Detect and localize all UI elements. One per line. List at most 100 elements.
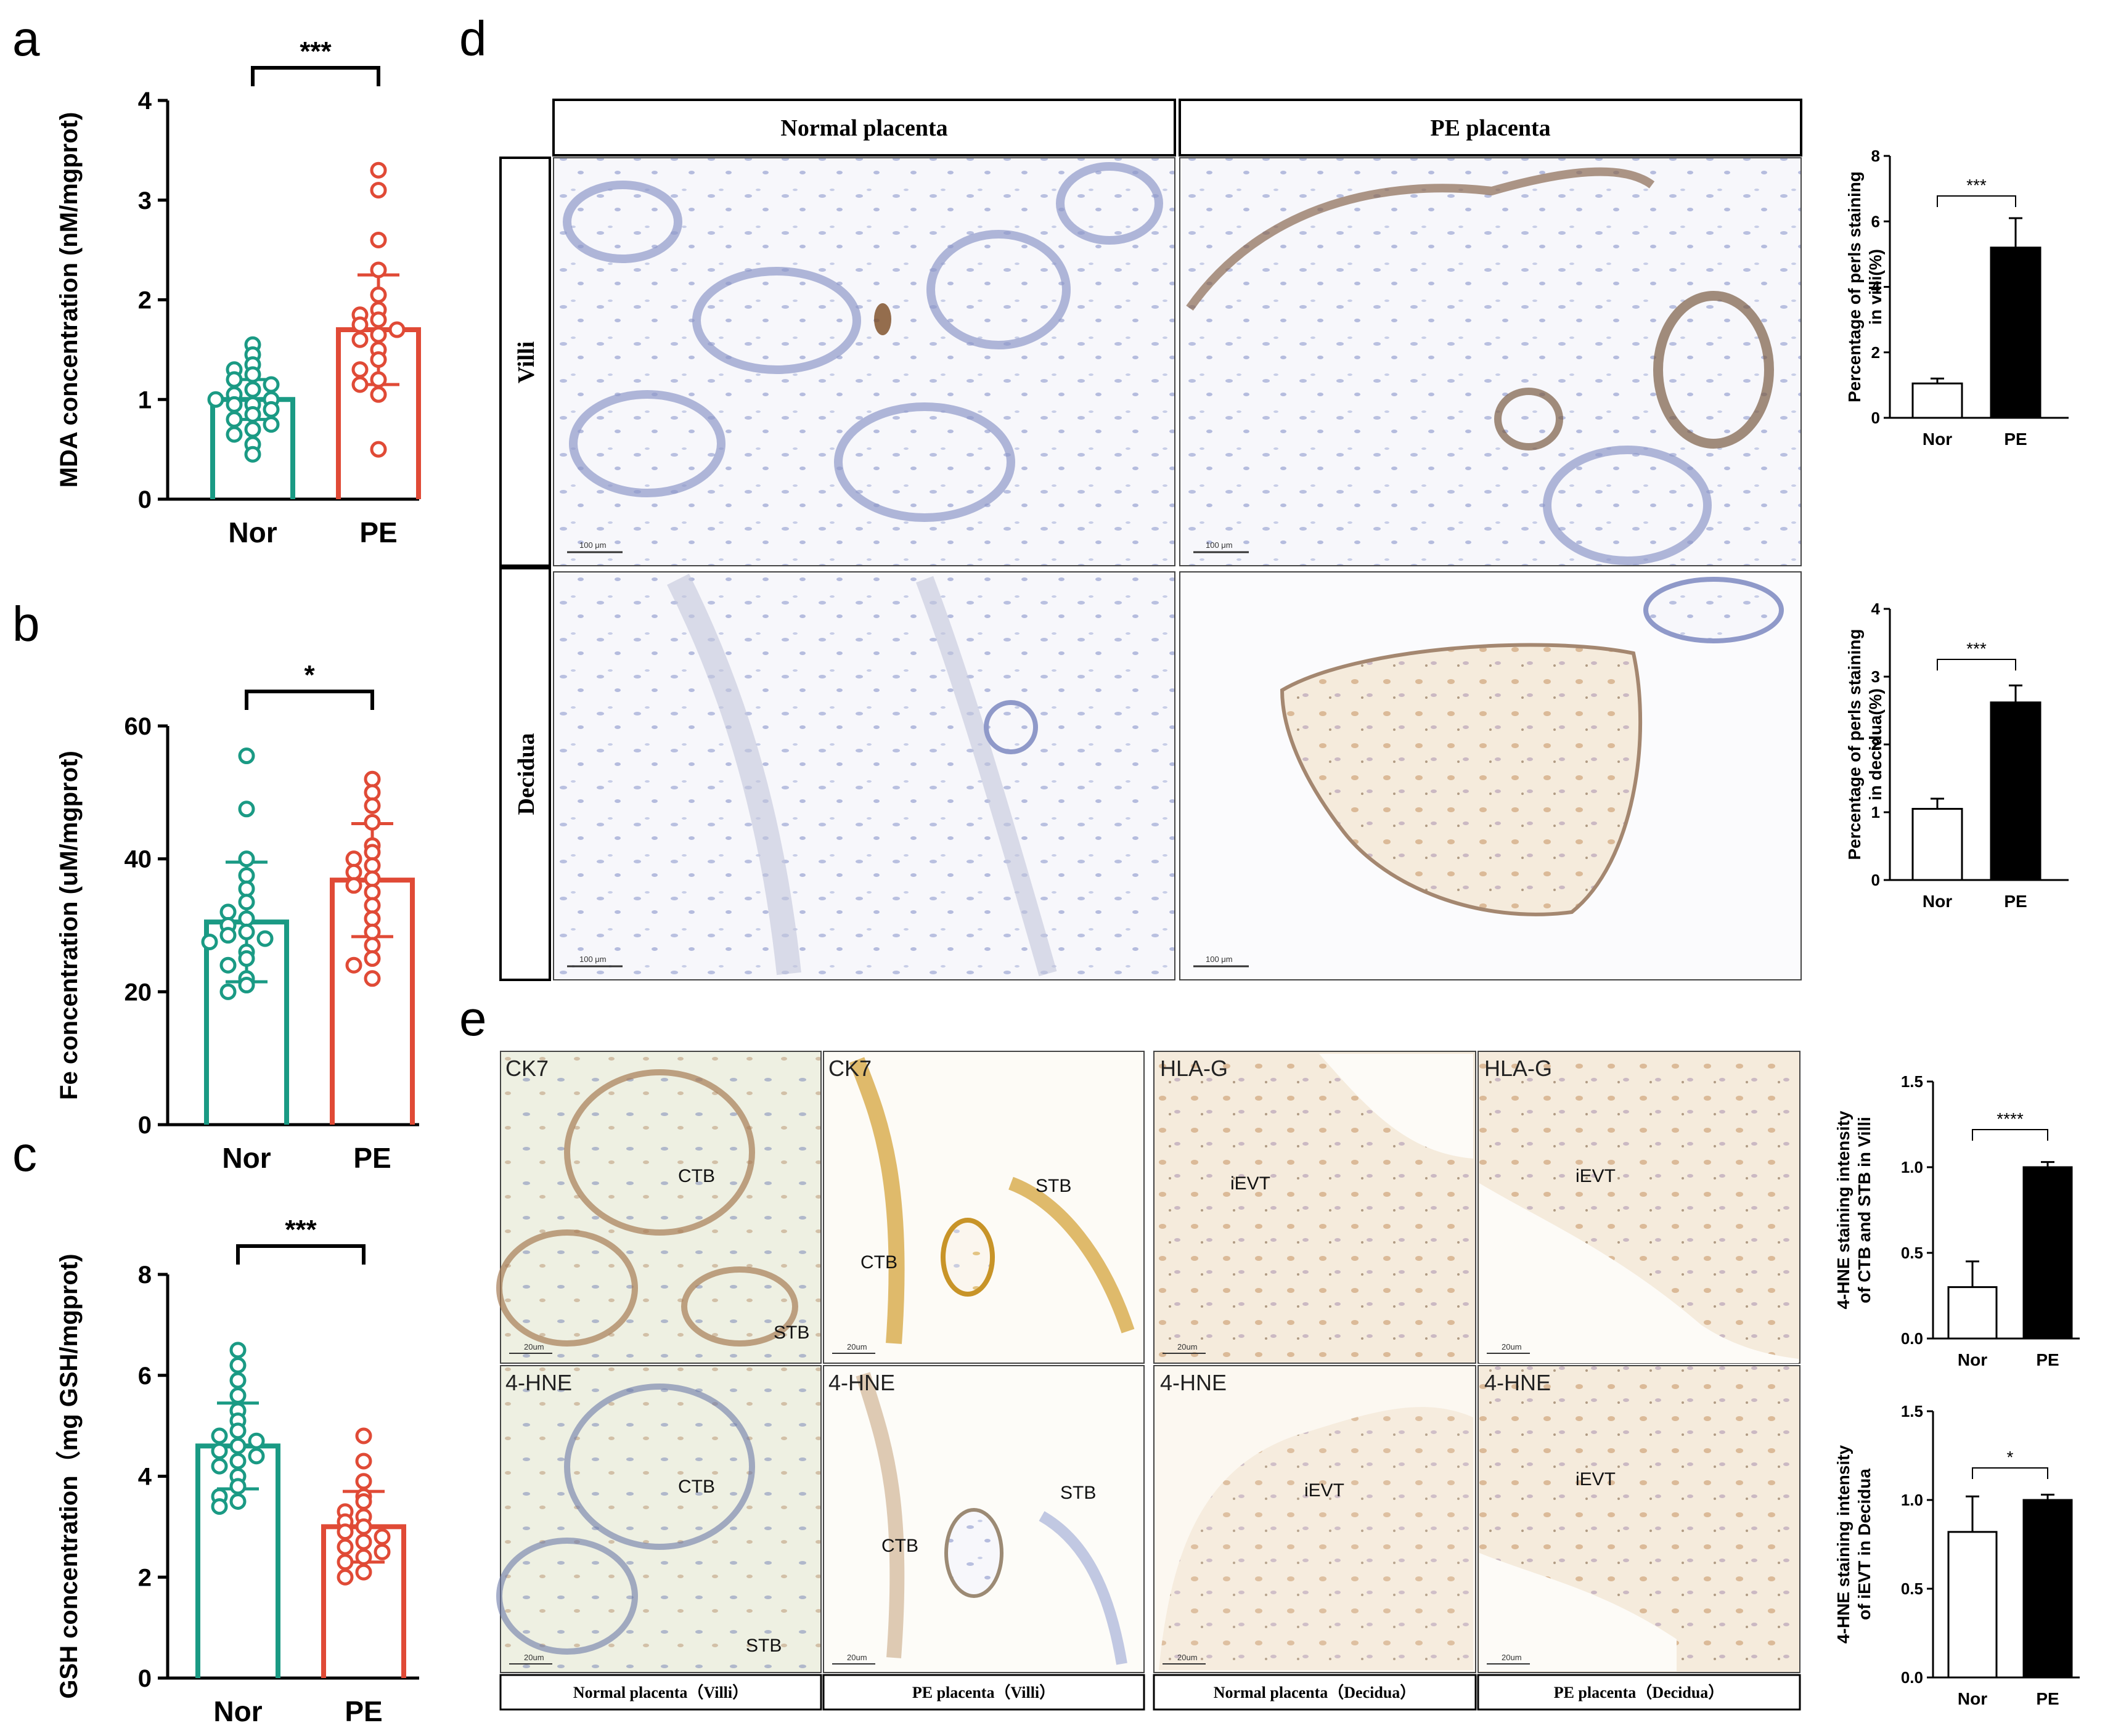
scale-bar-normal-villi: 100 μm xyxy=(579,540,607,550)
data-point-nor xyxy=(244,406,261,423)
significance-bracket xyxy=(1972,1129,2048,1141)
chart-mda: 0 1 2 3 4 Nor PE *** MDA concentration (nM/mgpro… xyxy=(55,36,421,548)
x-tick-label-nor: Nor xyxy=(228,516,277,548)
data-point-nor xyxy=(238,801,255,818)
micrograph-4hne-normal-villi: 4-HNE CTB STB 20um xyxy=(496,1365,822,1673)
arrow-stb-ck7-normal: STB xyxy=(774,1322,809,1343)
y-tick-label: 1 xyxy=(138,386,152,414)
chart-4hne-villi: 0.0 0.5 1.0 1.5 Nor PE **** 4-HNE staining inte… xyxy=(1834,1072,2080,1369)
micrograph-normal-villi: 100 μm xyxy=(553,157,1175,566)
significance-bracket xyxy=(1937,659,2016,670)
scale-4hne-pe-decidua: 20um xyxy=(1502,1653,1522,1662)
col-header-normal: Normal placenta xyxy=(780,115,947,141)
significance-label: *** xyxy=(285,1215,317,1245)
bar-pe xyxy=(2022,1499,2073,1679)
data-point-nor xyxy=(229,1387,247,1404)
data-point-pe xyxy=(355,1518,372,1535)
y-tick-label: 4 xyxy=(138,88,152,115)
data-point-pe xyxy=(355,1473,372,1490)
data-point-nor xyxy=(211,1443,228,1460)
y-tick-label: 0.5 xyxy=(1901,1244,1923,1262)
data-point-nor xyxy=(229,1493,247,1510)
y-axis-title-line: 4-HNE staining intensity xyxy=(1834,1445,1853,1644)
micrograph-ck7-normal: CK7 CTB STB 20um xyxy=(496,1051,822,1364)
y-tick-label: 40 xyxy=(125,846,152,873)
data-point-nor xyxy=(238,880,255,897)
data-point-pe xyxy=(355,1453,372,1470)
y-tick-label: 0 xyxy=(1871,409,1880,427)
data-point-nor xyxy=(211,1498,228,1515)
significance-bracket xyxy=(1937,195,2016,207)
y-tick-label: 0 xyxy=(1871,871,1880,889)
caption-box-2 xyxy=(822,1674,1145,1711)
scale-bar-pe-villi: 100 μm xyxy=(1206,540,1233,550)
data-point-pe xyxy=(364,870,381,887)
chart-gsh: 0 2 4 6 8 Nor PE *** GSH concentration（mg GSH/mg… xyxy=(55,1215,419,1727)
panel-e-grid: CK7 CTB STB 20um CK7 STB CTB 20um HLA-G … xyxy=(496,1051,1801,1711)
x-tick-label-pe: PE xyxy=(2004,430,2027,449)
arrow-ievt-hlag-normal: iEVT xyxy=(1230,1173,1270,1194)
arrow-ctb-ck7-pe: CTB xyxy=(860,1252,897,1273)
y-tick-label: 3 xyxy=(138,187,152,214)
data-point-nor xyxy=(244,366,261,383)
data-point-pe xyxy=(364,950,381,967)
bar-nor xyxy=(1911,808,1963,881)
data-point-nor xyxy=(219,927,237,944)
significance-label: * xyxy=(2007,1448,2014,1467)
x-tick-label-pe: PE xyxy=(2036,1689,2059,1708)
y-axis-title-line: 4-HNE staining intensity xyxy=(1834,1110,1853,1309)
arrow-ievt-4hne-normal: iEVT xyxy=(1304,1480,1344,1501)
data-point-nor xyxy=(238,923,255,940)
y-axis-title: MDA concentration (nM/mgprot) xyxy=(55,112,83,488)
arrow-stb-4hne-normal: STB xyxy=(746,1636,782,1656)
data-point-pe xyxy=(355,1549,372,1565)
row-header-villi-box xyxy=(499,157,551,567)
row-header-villi: Villi xyxy=(513,341,539,383)
data-point-pe xyxy=(355,1427,372,1445)
y-tick-label: 2 xyxy=(1871,735,1880,754)
panel-letter-b: b xyxy=(12,597,40,651)
data-point-nor xyxy=(219,903,237,921)
data-point-nor xyxy=(219,983,237,1000)
significance-bracket xyxy=(1972,1467,2048,1479)
data-point-pe xyxy=(345,850,362,868)
label-ck7-normal: CK7 xyxy=(505,1056,549,1081)
x-tick-label-nor: Nor xyxy=(1923,430,1952,449)
data-point-nor xyxy=(263,376,280,393)
y-tick-label: 1.5 xyxy=(1901,1072,1923,1091)
data-point-pe xyxy=(364,784,381,801)
data-point-nor xyxy=(201,933,218,950)
y-tick-label: 4 xyxy=(1871,600,1881,618)
bar-pe xyxy=(1990,247,2041,419)
y-tick-label: 6 xyxy=(1871,212,1880,230)
panel-d-grid: Normal placenta PE placenta Villi Decidu… xyxy=(499,99,1802,981)
data-point-nor xyxy=(238,977,255,994)
significance-label: *** xyxy=(300,36,332,67)
micrograph-normal-decidua: 100 μm xyxy=(553,571,1175,980)
data-point-pe xyxy=(351,331,369,348)
caption-box-4 xyxy=(1477,1674,1801,1711)
data-point-pe xyxy=(345,956,362,974)
data-point-pe xyxy=(351,316,369,333)
scale-hlag-normal: 20um xyxy=(1177,1342,1198,1351)
y-tick-label: 0 xyxy=(138,1112,152,1139)
y-tick-label: 0.0 xyxy=(1901,1668,1923,1687)
y-tick-label: 3 xyxy=(1871,667,1880,686)
data-point-pe xyxy=(364,857,381,874)
data-point-pe xyxy=(337,1554,354,1571)
scale-4hne-pe-villi: 20um xyxy=(847,1653,867,1662)
data-point-nor xyxy=(244,446,261,463)
y-axis-title-line: of CTB and STB in Villi xyxy=(1855,1117,1874,1303)
label-4hne-pe-decidua: 4-HNE xyxy=(1484,1370,1551,1395)
x-tick-label-nor: Nor xyxy=(213,1695,262,1727)
x-tick-label-pe: PE xyxy=(2036,1350,2059,1369)
data-point-nor xyxy=(238,910,255,927)
label-4hne-pe-villi: 4-HNE xyxy=(828,1370,895,1395)
y-axis-title: GSH concentration（mg GSH/mgprot) xyxy=(55,1253,83,1698)
chart-perls-villi: 0 2 4 6 8 Nor PE *** Percentage of perls stainin… xyxy=(1845,147,2069,449)
data-point-nor xyxy=(229,1437,247,1454)
micrograph-pe-decidua: 100 μm xyxy=(1179,571,1802,980)
y-axis-title: Fe concentration (uM/mgprot) xyxy=(55,751,83,1100)
data-point-nor xyxy=(226,411,243,428)
data-point-nor xyxy=(229,1478,247,1495)
